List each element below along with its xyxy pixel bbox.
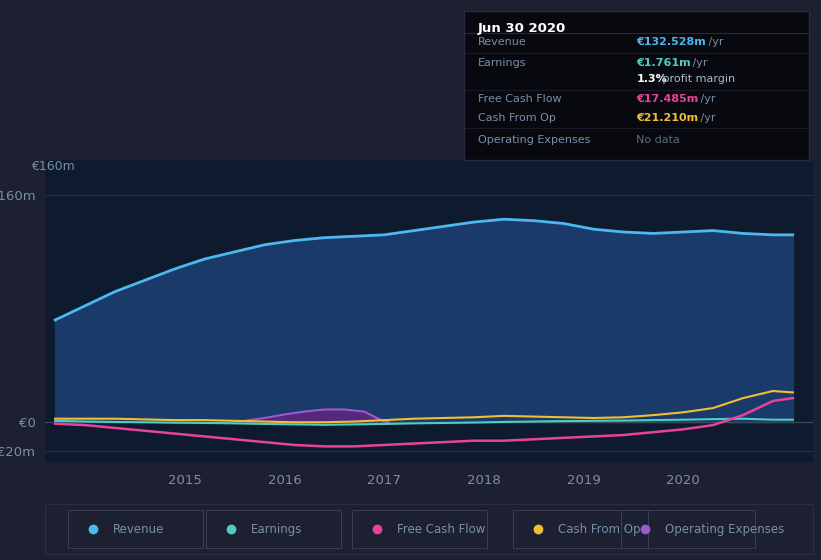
Text: Jun 30 2020: Jun 30 2020 bbox=[478, 22, 566, 35]
Text: 1.3%: 1.3% bbox=[636, 74, 667, 85]
Text: Free Cash Flow: Free Cash Flow bbox=[397, 522, 485, 536]
Text: Operating Expenses: Operating Expenses bbox=[478, 136, 590, 145]
Text: Revenue: Revenue bbox=[478, 38, 526, 48]
Text: €1.761m: €1.761m bbox=[636, 58, 691, 68]
Text: Free Cash Flow: Free Cash Flow bbox=[478, 94, 562, 104]
Text: €160m: €160m bbox=[31, 160, 75, 172]
Text: Operating Expenses: Operating Expenses bbox=[665, 522, 785, 536]
Text: Cash From Op: Cash From Op bbox=[478, 113, 556, 123]
Text: No data: No data bbox=[636, 136, 680, 145]
Text: Earnings: Earnings bbox=[251, 522, 302, 536]
Text: Revenue: Revenue bbox=[112, 522, 164, 536]
Text: /yr: /yr bbox=[690, 58, 708, 68]
Text: /yr: /yr bbox=[704, 38, 723, 48]
Text: /yr: /yr bbox=[697, 113, 715, 123]
Text: profit margin: profit margin bbox=[658, 74, 735, 85]
Text: Cash From Op: Cash From Op bbox=[558, 522, 640, 536]
Text: €21.210m: €21.210m bbox=[636, 113, 699, 123]
Text: /yr: /yr bbox=[697, 94, 715, 104]
Text: €132.528m: €132.528m bbox=[636, 38, 706, 48]
Text: Earnings: Earnings bbox=[478, 58, 526, 68]
Text: €17.485m: €17.485m bbox=[636, 94, 699, 104]
